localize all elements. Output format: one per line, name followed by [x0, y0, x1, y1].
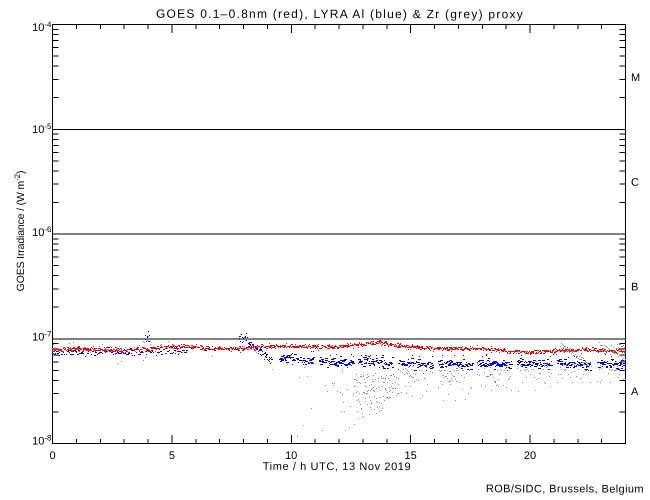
svg-text:B: B: [631, 281, 638, 293]
svg-text:15: 15: [404, 450, 416, 462]
svg-text:C: C: [631, 177, 639, 189]
svg-text:10: 10: [285, 450, 297, 462]
svg-text:A: A: [631, 386, 639, 398]
svg-text:GOES 0.1–0.8nm (red), LYRA Al: GOES 0.1–0.8nm (red), LYRA Al (blue) & Z…: [156, 7, 524, 22]
svg-text:20: 20: [524, 450, 536, 462]
svg-text:Time / h UTC, 13 Nov 2019: Time / h UTC, 13 Nov 2019: [263, 461, 412, 473]
svg-text:M: M: [631, 72, 640, 84]
svg-text:5: 5: [169, 450, 175, 462]
svg-text:ROB/SIDC, Brussels, Belgium: ROB/SIDC, Brussels, Belgium: [486, 483, 644, 495]
svg-text:0: 0: [49, 450, 55, 462]
svg-text:GOES Irradiance / (W m-2): GOES Irradiance / (W m-2): [13, 171, 27, 292]
